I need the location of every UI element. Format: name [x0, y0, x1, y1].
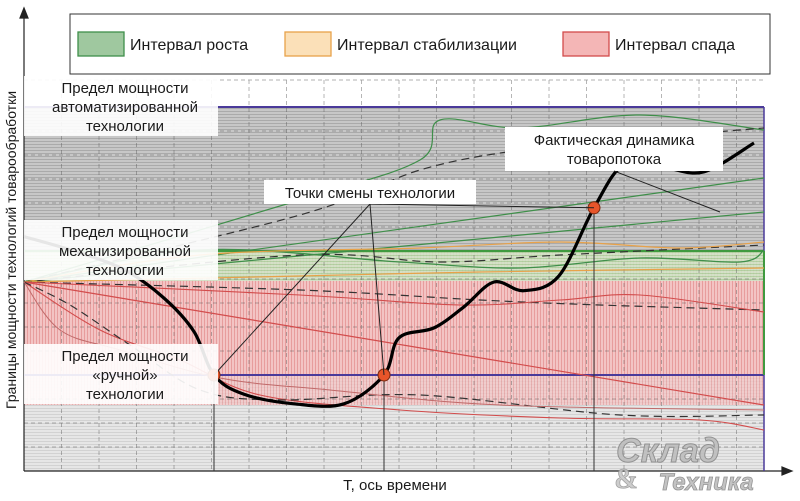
scenario-line-9: [23, 281, 765, 313]
limit-label-bg-2: [24, 344, 218, 404]
limit-label-bg-1: [24, 220, 218, 280]
scenario-line-13: [23, 281, 765, 411]
legend-swatch-2: [562, 31, 610, 57]
scenario-line-0: [23, 114, 765, 283]
watermark-line2: Техника: [658, 469, 753, 496]
scenario-line-8: [23, 281, 765, 311]
legend: Интервал роста Интервал стабилизации Интер…: [69, 13, 771, 75]
legend-swatch-1: [284, 31, 332, 57]
limit-label-2-line-1: «ручной»: [92, 367, 157, 384]
watermark-ampersand: &: [614, 464, 637, 495]
actual-flow-leader-line: [613, 170, 721, 213]
scenario-line-11: [23, 281, 765, 431]
limit-label-2-line-2: технологии: [86, 386, 164, 403]
switch-leader-line-1: [369, 203, 385, 376]
y-axis-arrow: [19, 6, 29, 19]
actual-flow-label-line-0: Фактическая динамика: [534, 132, 695, 149]
switch-points-label: Точки смены технологии: [285, 185, 455, 202]
watermark-logo: Склад Техника &: [614, 432, 754, 497]
legend-label-1: Интервал стабилизации: [337, 37, 517, 54]
scenario-line-12: [23, 281, 765, 418]
actual-flow-label-bg: [505, 127, 723, 171]
limit-labels: Предел мощности автоматизированной техноло…: [24, 76, 218, 404]
series-layer: [23, 141, 755, 408]
switch-leader-line-2: [369, 203, 595, 209]
limit-label-1-line-0: Предел мощности: [61, 224, 188, 241]
legend-label-0: Интервал роста: [130, 37, 248, 54]
watermark-line1: Склад: [616, 432, 720, 470]
limit-label-0-line-1: автоматизированной: [52, 99, 198, 116]
limit-label-1-line-2: технологии: [86, 262, 164, 279]
limit-label-1-line-1: механизированной: [59, 243, 191, 260]
y-axis-label: Границы мощности технологий товарообрабо…: [3, 91, 19, 409]
x-axis-label: Т, ось времени: [343, 477, 447, 494]
legend-swatch-0: [77, 31, 125, 57]
switch-leader-line-0: [213, 203, 371, 376]
limit-label-2-line-0: Предел мощности: [61, 348, 188, 365]
annotations: Точки смены технологии Фактическая динами…: [213, 127, 723, 376]
legend-label-2: Интервал спада: [615, 37, 735, 54]
legend-box: [69, 13, 771, 75]
switch-label-bg: [264, 180, 476, 204]
limit-label-bg-0: [24, 76, 218, 136]
series-line-actual-flow: [23, 141, 755, 408]
actual-flow-label-line-1: товаропотока: [567, 151, 662, 168]
x-axis-arrow: [781, 466, 794, 476]
limit-label-0-line-0: Предел мощности: [61, 80, 188, 97]
limit-label-0-line-2: технологии: [86, 118, 164, 135]
